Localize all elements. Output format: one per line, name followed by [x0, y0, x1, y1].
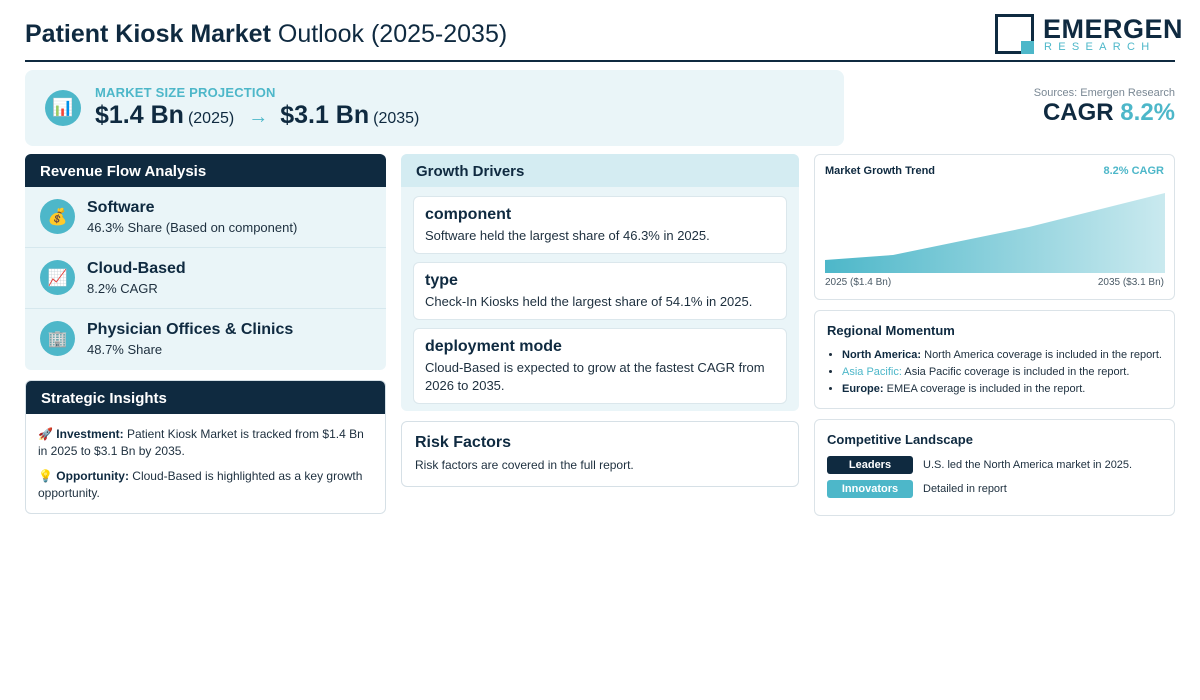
- opportunity-insight: 💡 Opportunity: Cloud-Based is highlighte…: [38, 468, 373, 502]
- revenue-item-name: Software: [87, 199, 155, 216]
- region-item-europe: Europe: EMEA coverage is included in the…: [842, 381, 1162, 398]
- trend-cagr-label: 8.2% CAGR: [1103, 165, 1164, 177]
- driver-card-type[interactable]: type Check-In Kiosks held the largest sh…: [413, 262, 787, 320]
- lightbulb-icon: 💡: [38, 469, 53, 483]
- region-item-north-america: North America: North America coverage is…: [842, 347, 1162, 364]
- competitive-landscape-panel: Competitive Landscape Leaders U.S. led t…: [814, 419, 1175, 516]
- trend-area: [825, 193, 1165, 273]
- trend-end-label: 2035 ($3.1 Bn): [1097, 277, 1164, 288]
- investment-insight: 🚀 Investment: Patient Kiosk Market is tr…: [38, 426, 373, 460]
- competitive-row-leaders: Leaders U.S. led the North America marke…: [827, 456, 1162, 474]
- driver-card-component[interactable]: component Software held the largest shar…: [413, 196, 787, 254]
- logo-subtitle: RESEARCH: [1044, 41, 1156, 53]
- revenue-item-software[interactable]: 💰 Software 46.3% Share (Based on compone…: [25, 187, 386, 248]
- driver-title: component: [425, 206, 512, 223]
- competitive-text: U.S. led the North America market in 202…: [923, 459, 1133, 471]
- competitive-row-innovators: Innovators Detailed in report: [827, 480, 1162, 498]
- risk-factors-text: Risk factors are covered in the full rep…: [415, 458, 634, 472]
- innovators-badge[interactable]: Innovators: [827, 480, 913, 498]
- sources-text: Sources: Emergen Research: [1033, 87, 1175, 99]
- region-name: North America:: [842, 349, 922, 361]
- revenue-item-cloud-based[interactable]: 📈 Cloud-Based 8.2% CAGR: [25, 248, 386, 309]
- region-list: North America: North America coverage is…: [827, 347, 1162, 398]
- competitive-landscape-title: Competitive Landscape: [827, 432, 973, 447]
- market-growth-trend-panel: Market Growth Trend 8.2% CAGR 2025 ($1.4…: [814, 154, 1175, 300]
- region-name: Asia Pacific:: [842, 366, 902, 378]
- cagr-value: 8.2%: [1120, 99, 1175, 126]
- region-text: EMEA coverage is included in the report.: [883, 383, 1086, 395]
- page-title: Patient Kiosk Market Outlook (2025-2035): [25, 20, 507, 49]
- logo-mark-icon: [995, 14, 1034, 54]
- end-year: (2035): [373, 110, 420, 127]
- competitive-text: Detailed in report: [923, 483, 1007, 495]
- projection-label: MARKET SIZE PROJECTION: [95, 85, 276, 100]
- cagr-label: CAGR: [1042, 99, 1121, 126]
- page-title-rest: Outlook (2025-2035): [270, 20, 508, 48]
- revenue-item-name: Physician Offices & Clinics: [87, 321, 294, 338]
- revenue-item-physician-offices[interactable]: 🏢 Physician Offices & Clinics 48.7% Shar…: [25, 309, 386, 370]
- investment-label: Investment:: [56, 427, 124, 441]
- driver-title: deployment mode: [425, 338, 562, 355]
- regional-momentum-title: Regional Momentum: [827, 323, 955, 338]
- strategic-insights-panel: Strategic Insights 🚀 Investment: Patient…: [25, 380, 386, 514]
- opportunity-label: Opportunity:: [56, 469, 129, 483]
- region-text: North America coverage is included in th…: [921, 349, 1162, 361]
- region-name: Europe:: [842, 383, 884, 395]
- driver-card-deployment-mode[interactable]: deployment mode Cloud-Based is expected …: [413, 328, 787, 404]
- money-bag-icon: 💰: [40, 199, 75, 234]
- trend-start-label: 2025 ($1.4 Bn): [825, 277, 892, 288]
- arrow-right-icon: →: [248, 106, 269, 128]
- bar-chart-icon: 📊: [45, 90, 81, 126]
- region-item-asia-pacific: Asia Pacific: Asia Pacific coverage is i…: [842, 364, 1162, 381]
- page-title-bold: Patient Kiosk Market: [25, 20, 271, 48]
- leaders-badge[interactable]: Leaders: [827, 456, 913, 474]
- market-size-projection: 📊 MARKET SIZE PROJECTION $1.4 Bn (2025) → $…: [25, 70, 844, 146]
- cagr-summary: Sources: Emergen Research CAGR 8.2%: [1034, 87, 1175, 127]
- revenue-item-sub: 8.2% CAGR: [87, 281, 158, 296]
- page-header: Patient Kiosk Market Outlook (2025-2035)…: [25, 10, 1183, 62]
- building-icon: 🏢: [40, 321, 75, 356]
- revenue-flow-panel: Revenue Flow Analysis 💰 Software 46.3% S…: [25, 154, 386, 370]
- risk-factors-title: Risk Factors: [415, 434, 512, 451]
- investment-text: Patient Kiosk Market is tracked from $1.…: [38, 427, 364, 458]
- revenue-item-sub: 48.7% Share: [87, 342, 163, 357]
- revenue-item-sub: 46.3% Share (Based on component): [87, 220, 298, 235]
- start-value: $1.4 Bn: [95, 101, 184, 129]
- driver-text: Cloud-Based is expected to grow at the f…: [425, 360, 765, 393]
- trend-area-chart: [825, 193, 1165, 273]
- cagr-headline: CAGR 8.2%: [1034, 99, 1175, 127]
- strategic-insights-title: Strategic Insights: [26, 381, 385, 414]
- start-year: (2025): [187, 110, 235, 127]
- logo-name: EMERGEN: [1043, 14, 1184, 44]
- driver-text: Check-In Kiosks held the largest share o…: [425, 294, 753, 309]
- risk-factors-panel: Risk Factors Risk factors are covered in…: [401, 421, 799, 487]
- region-text: Asia Pacific coverage is included in the…: [901, 366, 1130, 378]
- driver-title: type: [425, 272, 458, 289]
- revenue-flow-title: Revenue Flow Analysis: [25, 154, 386, 187]
- growth-drivers-panel: Growth Drivers component Software held t…: [401, 154, 799, 411]
- end-value: $3.1 Bn: [280, 101, 370, 129]
- opportunity-text: Cloud-Based is highlighted as a key grow…: [38, 469, 363, 500]
- trend-title: Market Growth Trend: [825, 165, 936, 177]
- driver-text: Software held the largest share of 46.3%…: [425, 228, 710, 243]
- rocket-icon: 🚀: [38, 427, 53, 441]
- growth-drivers-title: Growth Drivers: [401, 154, 799, 187]
- trend-chart-icon: 📈: [40, 260, 75, 295]
- regional-momentum-panel: Regional Momentum North America: North A…: [814, 310, 1175, 409]
- projection-values: $1.4 Bn (2025) → $3.1 Bn (2035): [95, 101, 419, 130]
- strategic-insights-body: 🚀 Investment: Patient Kiosk Market is tr…: [26, 414, 385, 502]
- emergen-logo[interactable]: EMERGEN RESEARCH: [995, 14, 1183, 56]
- revenue-item-name: Cloud-Based: [87, 260, 186, 277]
